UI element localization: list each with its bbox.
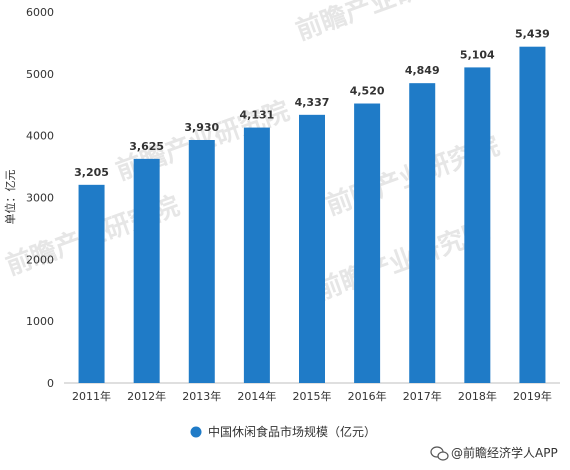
bar	[188, 139, 215, 383]
legend-marker	[190, 426, 202, 438]
data-label: 4,337	[295, 96, 330, 109]
axes-layer: 0 1000 2000 3000 4000 5000 6000 单位：亿元	[3, 6, 560, 390]
wechat-icon	[430, 446, 449, 461]
bar	[409, 83, 436, 383]
y-tick-label: 4000	[26, 130, 54, 143]
y-tick-label: 1000	[26, 315, 54, 328]
legend: 中国休闲食品市场规模（亿元）	[190, 424, 376, 439]
x-tick-label: 2017年	[403, 389, 442, 403]
x-tick-label: 2015年	[293, 389, 332, 403]
bar	[519, 46, 546, 383]
data-label: 4,520	[350, 85, 385, 98]
y-tick-label: 3000	[26, 192, 54, 205]
data-label: 5,104	[460, 48, 495, 61]
bars-layer	[78, 46, 546, 384]
data-label: 5,439	[515, 28, 550, 41]
y-tick-label: 0	[47, 377, 54, 390]
x-tick-label: 2018年	[458, 389, 497, 403]
x-tick-label: 2013年	[182, 389, 221, 403]
labels-layer: 3,205 2011年 3,625 2012年 3,930 2013年 4,131 2014年…	[72, 28, 552, 403]
watermark-text: 前瞻产业研究院	[292, 0, 474, 47]
data-label: 3,930	[184, 121, 219, 134]
x-tick-label: 2011年	[72, 389, 111, 403]
bar	[243, 127, 270, 383]
x-tick-label: 2014年	[237, 389, 276, 403]
bar	[464, 67, 491, 384]
data-label: 4,131	[239, 109, 274, 122]
x-tick-label: 2016年	[348, 389, 387, 403]
y-tick-label: 5000	[26, 68, 54, 81]
bar	[354, 103, 381, 383]
x-tick-label: 2012年	[127, 389, 166, 403]
data-label: 3,625	[129, 140, 164, 153]
bar	[299, 114, 325, 384]
credit-text: @前瞻经济学人APP	[451, 445, 558, 460]
y-axis-title: 单位：亿元	[3, 170, 17, 225]
x-tick-label: 2019年	[513, 389, 552, 403]
legend-label: 中国休闲食品市场规模（亿元）	[208, 424, 376, 439]
y-tick-label: 2000	[26, 253, 54, 266]
data-label: 4,849	[405, 64, 440, 77]
data-label: 3,205	[74, 166, 109, 179]
credit: @前瞻经济学人APP	[430, 445, 558, 461]
bar	[133, 158, 160, 383]
y-tick-label: 6000	[26, 6, 54, 19]
bar	[78, 184, 105, 383]
